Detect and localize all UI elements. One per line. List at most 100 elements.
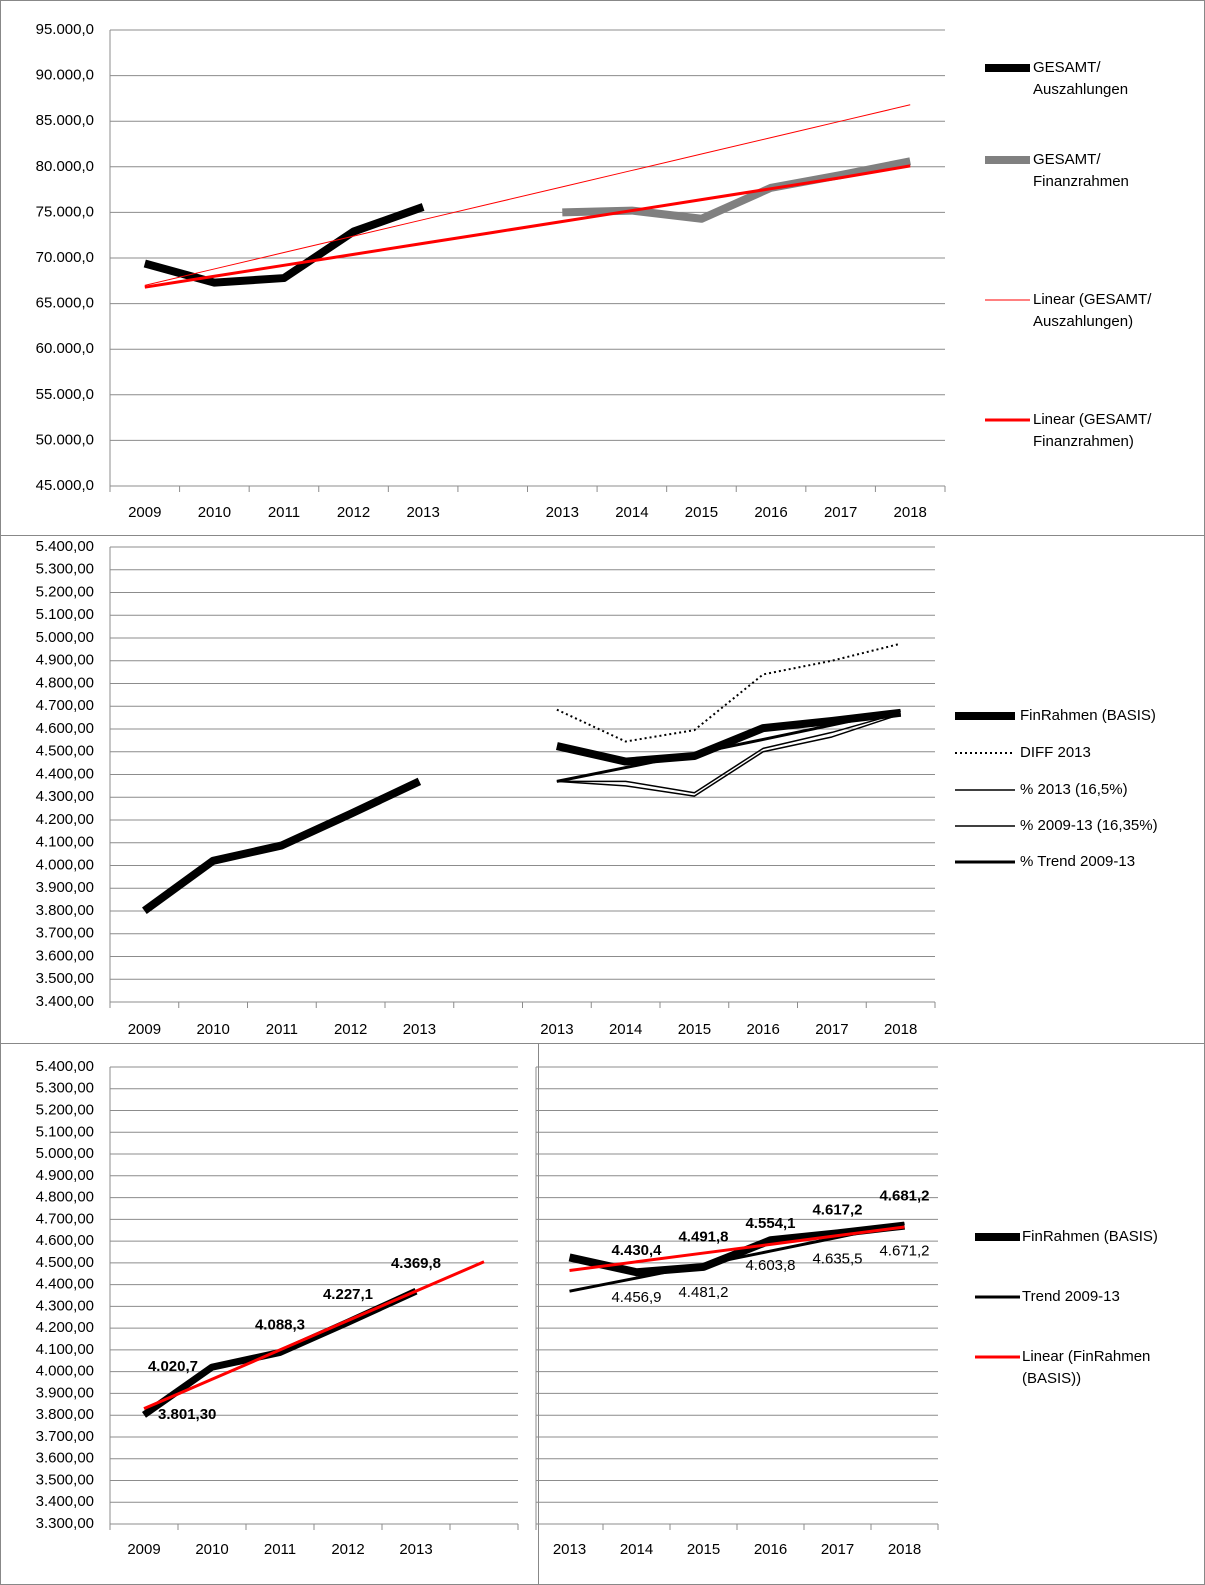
y-tick-label: 3.400,00	[36, 1493, 94, 1510]
x-tick-label: 2014	[620, 1541, 653, 1558]
y-tick-label: 4.500,00	[36, 743, 94, 760]
series-line	[556, 712, 901, 794]
y-tick-label: 3.500,00	[36, 1471, 94, 1488]
legend-label: Trend 2009-13	[1022, 1288, 1120, 1305]
series-line	[143, 1260, 485, 1411]
series-line	[556, 709, 901, 783]
x-tick-label: 2017	[821, 1541, 854, 1558]
y-tick-label: 4.400,00	[36, 1276, 94, 1293]
x-tick-label: 2009	[128, 1021, 161, 1038]
y-tick-label: 3.900,00	[36, 879, 94, 896]
series-line	[568, 1221, 905, 1277]
x-tick-label: 2009	[127, 1541, 160, 1558]
series-line	[556, 642, 901, 743]
legend-label: FinRahmen (BASIS)	[1022, 1228, 1158, 1245]
x-tick-label: 2018	[894, 504, 927, 521]
x-tick-label: 2015	[678, 1021, 711, 1038]
y-tick-label: 3.700,00	[36, 1428, 94, 1445]
legend-label: % Trend 2009-13	[1020, 853, 1136, 870]
y-tick-label: 3.500,00	[36, 970, 94, 987]
data-label: 4.671,2	[879, 1243, 929, 1260]
x-tick-label: 2016	[754, 1541, 787, 1558]
series-line	[144, 104, 911, 286]
data-label: 4.430,4	[611, 1242, 662, 1259]
y-tick-label: 4.200,00	[36, 811, 94, 828]
x-tick-label: 2015	[687, 1541, 720, 1558]
y-tick-label: 4.300,00	[36, 1297, 94, 1314]
data-label: 3.801,30	[158, 1406, 216, 1423]
series-line	[143, 203, 425, 287]
y-tick-label: 3.700,00	[36, 925, 94, 942]
x-tick-label: 2014	[609, 1021, 642, 1038]
legend-label: GESAMT/ Finanzrahmen	[1033, 151, 1129, 190]
y-tick-label: 3.600,00	[36, 1450, 94, 1467]
legend-label: Linear (FinRahmen (BASIS))	[1022, 1348, 1151, 1387]
y-tick-label: 4.400,00	[36, 765, 94, 782]
x-tick-label: 2018	[888, 1541, 921, 1558]
y-tick-label: 4.300,00	[36, 788, 94, 805]
x-tick-label: 2010	[198, 504, 231, 521]
x-tick-label: 2016	[754, 504, 787, 521]
y-tick-label: 4.000,00	[36, 856, 94, 873]
data-label: 4.227,1	[323, 1286, 373, 1303]
y-tick-label: 90.000,0	[36, 67, 94, 84]
data-label: 4.020,7	[148, 1358, 198, 1375]
legend-label: Linear (GESAMT/ Auszahlungen)	[1033, 291, 1152, 330]
y-tick-label: 3.900,00	[36, 1384, 94, 1401]
x-tick-label: 2012	[331, 1541, 364, 1558]
y-tick-label: 4.700,00	[36, 697, 94, 714]
x-tick-label: 2011	[266, 1021, 298, 1038]
y-tick-label: 5.000,00	[36, 1145, 94, 1162]
y-tick-label: 4.800,00	[36, 674, 94, 691]
y-tick-label: 3.400,00	[36, 993, 94, 1010]
x-tick-label: 2018	[884, 1021, 917, 1038]
y-tick-label: 50.000,0	[36, 431, 94, 448]
y-tick-label: 5.400,00	[36, 1058, 94, 1075]
y-tick-label: 5.300,00	[36, 561, 94, 578]
data-label: 4.369,8	[391, 1255, 441, 1272]
y-tick-label: 3.300,00	[36, 1515, 94, 1532]
legend-label: FinRahmen (BASIS)	[1020, 707, 1156, 724]
x-tick-label: 2013	[399, 1541, 432, 1558]
y-tick-label: 80.000,0	[36, 158, 94, 175]
data-label: 4.554,1	[745, 1215, 795, 1232]
y-tick-label: 70.000,0	[36, 249, 94, 266]
x-tick-label: 2011	[264, 1541, 296, 1558]
y-tick-label: 4.600,00	[36, 1232, 94, 1249]
x-tick-label: 2009	[128, 504, 161, 521]
legend-label: DIFF 2013	[1020, 744, 1091, 761]
y-tick-label: 45.000,0	[36, 477, 94, 494]
series-line	[142, 708, 902, 914]
y-tick-label: 55.000,0	[36, 386, 94, 403]
x-tick-label: 2013	[546, 504, 579, 521]
series-line	[569, 1225, 905, 1272]
series-line	[562, 157, 911, 223]
x-tick-label: 2012	[337, 504, 370, 521]
y-tick-label: 4.100,00	[36, 1341, 94, 1358]
x-tick-label: 2016	[746, 1021, 779, 1038]
x-tick-label: 2010	[196, 1021, 229, 1038]
y-tick-label: 4.900,00	[36, 652, 94, 669]
series-line	[556, 713, 901, 797]
series-line	[144, 164, 911, 289]
x-tick-label: 2015	[685, 504, 718, 521]
y-tick-label: 5.100,00	[36, 606, 94, 623]
x-tick-label: 2010	[195, 1541, 228, 1558]
x-tick-label: 2013	[403, 1021, 436, 1038]
y-tick-label: 5.200,00	[36, 1101, 94, 1118]
data-label: 4.635,5	[812, 1250, 862, 1267]
x-tick-label: 2014	[615, 504, 648, 521]
y-tick-label: 60.000,0	[36, 340, 94, 357]
legend-label: % 2009-13 (16,35%)	[1020, 817, 1158, 834]
y-tick-label: 4.800,00	[36, 1189, 94, 1206]
y-tick-label: 4.500,00	[36, 1254, 94, 1271]
data-label: 4.088,3	[255, 1316, 305, 1333]
x-tick-label: 2017	[824, 504, 857, 521]
y-tick-label: 5.400,00	[36, 538, 94, 555]
y-tick-label: 4.600,00	[36, 720, 94, 737]
data-label: 4.491,8	[678, 1229, 728, 1246]
y-tick-label: 5.200,00	[36, 583, 94, 600]
data-label: 4.603,8	[745, 1257, 795, 1274]
